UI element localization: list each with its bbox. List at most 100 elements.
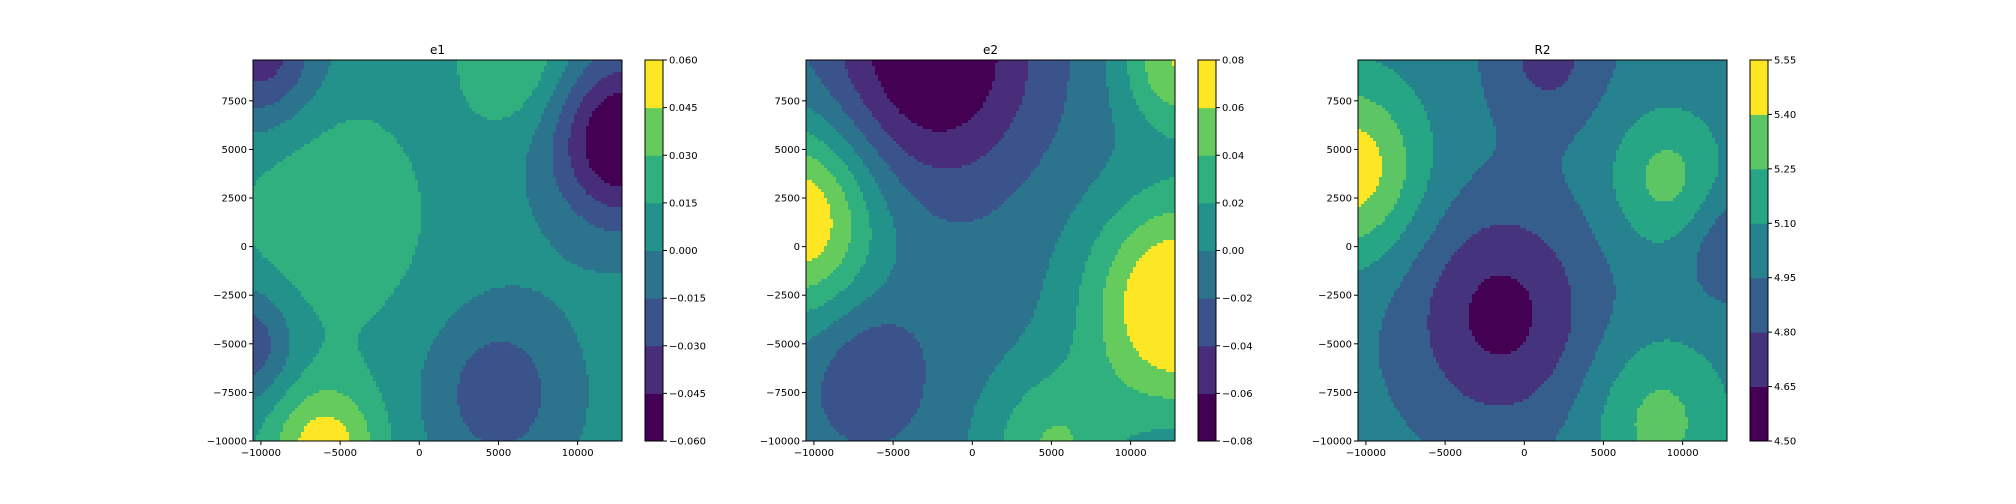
contour-cell [352, 150, 355, 153]
contour-cell [340, 72, 343, 75]
contour-cell [367, 126, 370, 129]
contour-cell [283, 87, 286, 90]
contour-cell [451, 78, 454, 81]
contour-cell [604, 93, 607, 96]
contour-cell [361, 132, 364, 135]
contour-cell [430, 159, 433, 162]
contour-cell [577, 111, 580, 114]
contour-cell [466, 69, 469, 72]
contour-cell [505, 78, 508, 81]
contour-cell [610, 174, 613, 177]
contour-cell [370, 117, 373, 120]
contour-cell [526, 90, 529, 93]
contour-cell [418, 159, 421, 162]
contour-cell [409, 93, 412, 96]
contour-cell [565, 156, 568, 159]
contour-cell [439, 66, 442, 69]
contour-cell [481, 168, 484, 171]
contour-cell [505, 108, 508, 111]
contour-cell [565, 105, 568, 108]
contour-cell [457, 90, 460, 93]
contour-cell [394, 174, 397, 177]
contour-cell [340, 135, 343, 138]
contour-cell [385, 156, 388, 159]
contour-cell [475, 120, 478, 123]
contour-cell [277, 117, 280, 120]
contour-cell [286, 81, 289, 84]
contour-cell [316, 177, 319, 180]
contour-cell [289, 174, 292, 177]
contour-cell [391, 63, 394, 66]
contour-cell [463, 126, 466, 129]
contour-cell [448, 177, 451, 180]
contour-cell [517, 87, 520, 90]
contour-cell [520, 129, 523, 132]
contour-cell [259, 63, 262, 66]
contour-cell [259, 180, 262, 183]
contour-cell [586, 135, 589, 138]
contour-cell [571, 147, 574, 150]
contour-cell [439, 78, 442, 81]
contour-cell [586, 75, 589, 78]
contour-cell [415, 63, 418, 66]
contour-cell [364, 135, 367, 138]
contour-cell [562, 66, 565, 69]
contour-cell [394, 165, 397, 168]
contour-cell [538, 162, 541, 165]
contour-cell [280, 90, 283, 93]
contour-cell [283, 78, 286, 81]
contour-cell [355, 117, 358, 120]
contour-cell [292, 165, 295, 168]
contour-cell [508, 93, 511, 96]
contour-cell [331, 147, 334, 150]
contour-cell [277, 63, 280, 66]
contour-cell [415, 72, 418, 75]
contour-cell [256, 135, 259, 138]
contour-cell [448, 144, 451, 147]
contour-cell [307, 78, 310, 81]
contour-cell [385, 174, 388, 177]
contour-cell [385, 120, 388, 123]
contour-cell [271, 171, 274, 174]
contour-cell [541, 102, 544, 105]
contour-cell [406, 129, 409, 132]
contour-cell [376, 66, 379, 69]
contour-cell [427, 96, 430, 99]
contour-cell [313, 63, 316, 66]
contour-cell [616, 63, 619, 66]
contour-cell [283, 156, 286, 159]
contour-cell [607, 81, 610, 84]
contour-cell [517, 75, 520, 78]
contour-cell [319, 78, 322, 81]
contour-cell [502, 138, 505, 141]
contour-cell [406, 66, 409, 69]
contour-cell [313, 90, 316, 93]
contour-cell [454, 87, 457, 90]
contour-cell [433, 69, 436, 72]
contour-cell [544, 162, 547, 165]
contour-cell [349, 150, 352, 153]
contour-cell [337, 165, 340, 168]
contour-cell [571, 159, 574, 162]
contour-cell [463, 111, 466, 114]
contour-cell [604, 177, 607, 180]
contour-cell [301, 90, 304, 93]
contour-cell [325, 99, 328, 102]
contour-cell [406, 93, 409, 96]
contour-cell [601, 150, 604, 153]
contour-cell [568, 120, 571, 123]
contour-cell [346, 105, 349, 108]
contour-cell [412, 96, 415, 99]
contour-cell [607, 168, 610, 171]
contour-cell [604, 135, 607, 138]
contour-cell [424, 180, 427, 183]
contour-cell [391, 147, 394, 150]
contour-cell [436, 105, 439, 108]
contour-cell [529, 123, 532, 126]
contour-cell [361, 138, 364, 141]
contour-cell [340, 90, 343, 93]
contour-cell [568, 84, 571, 87]
contour-cell [529, 135, 532, 138]
contour-cell [295, 132, 298, 135]
contour-cell [433, 162, 436, 165]
